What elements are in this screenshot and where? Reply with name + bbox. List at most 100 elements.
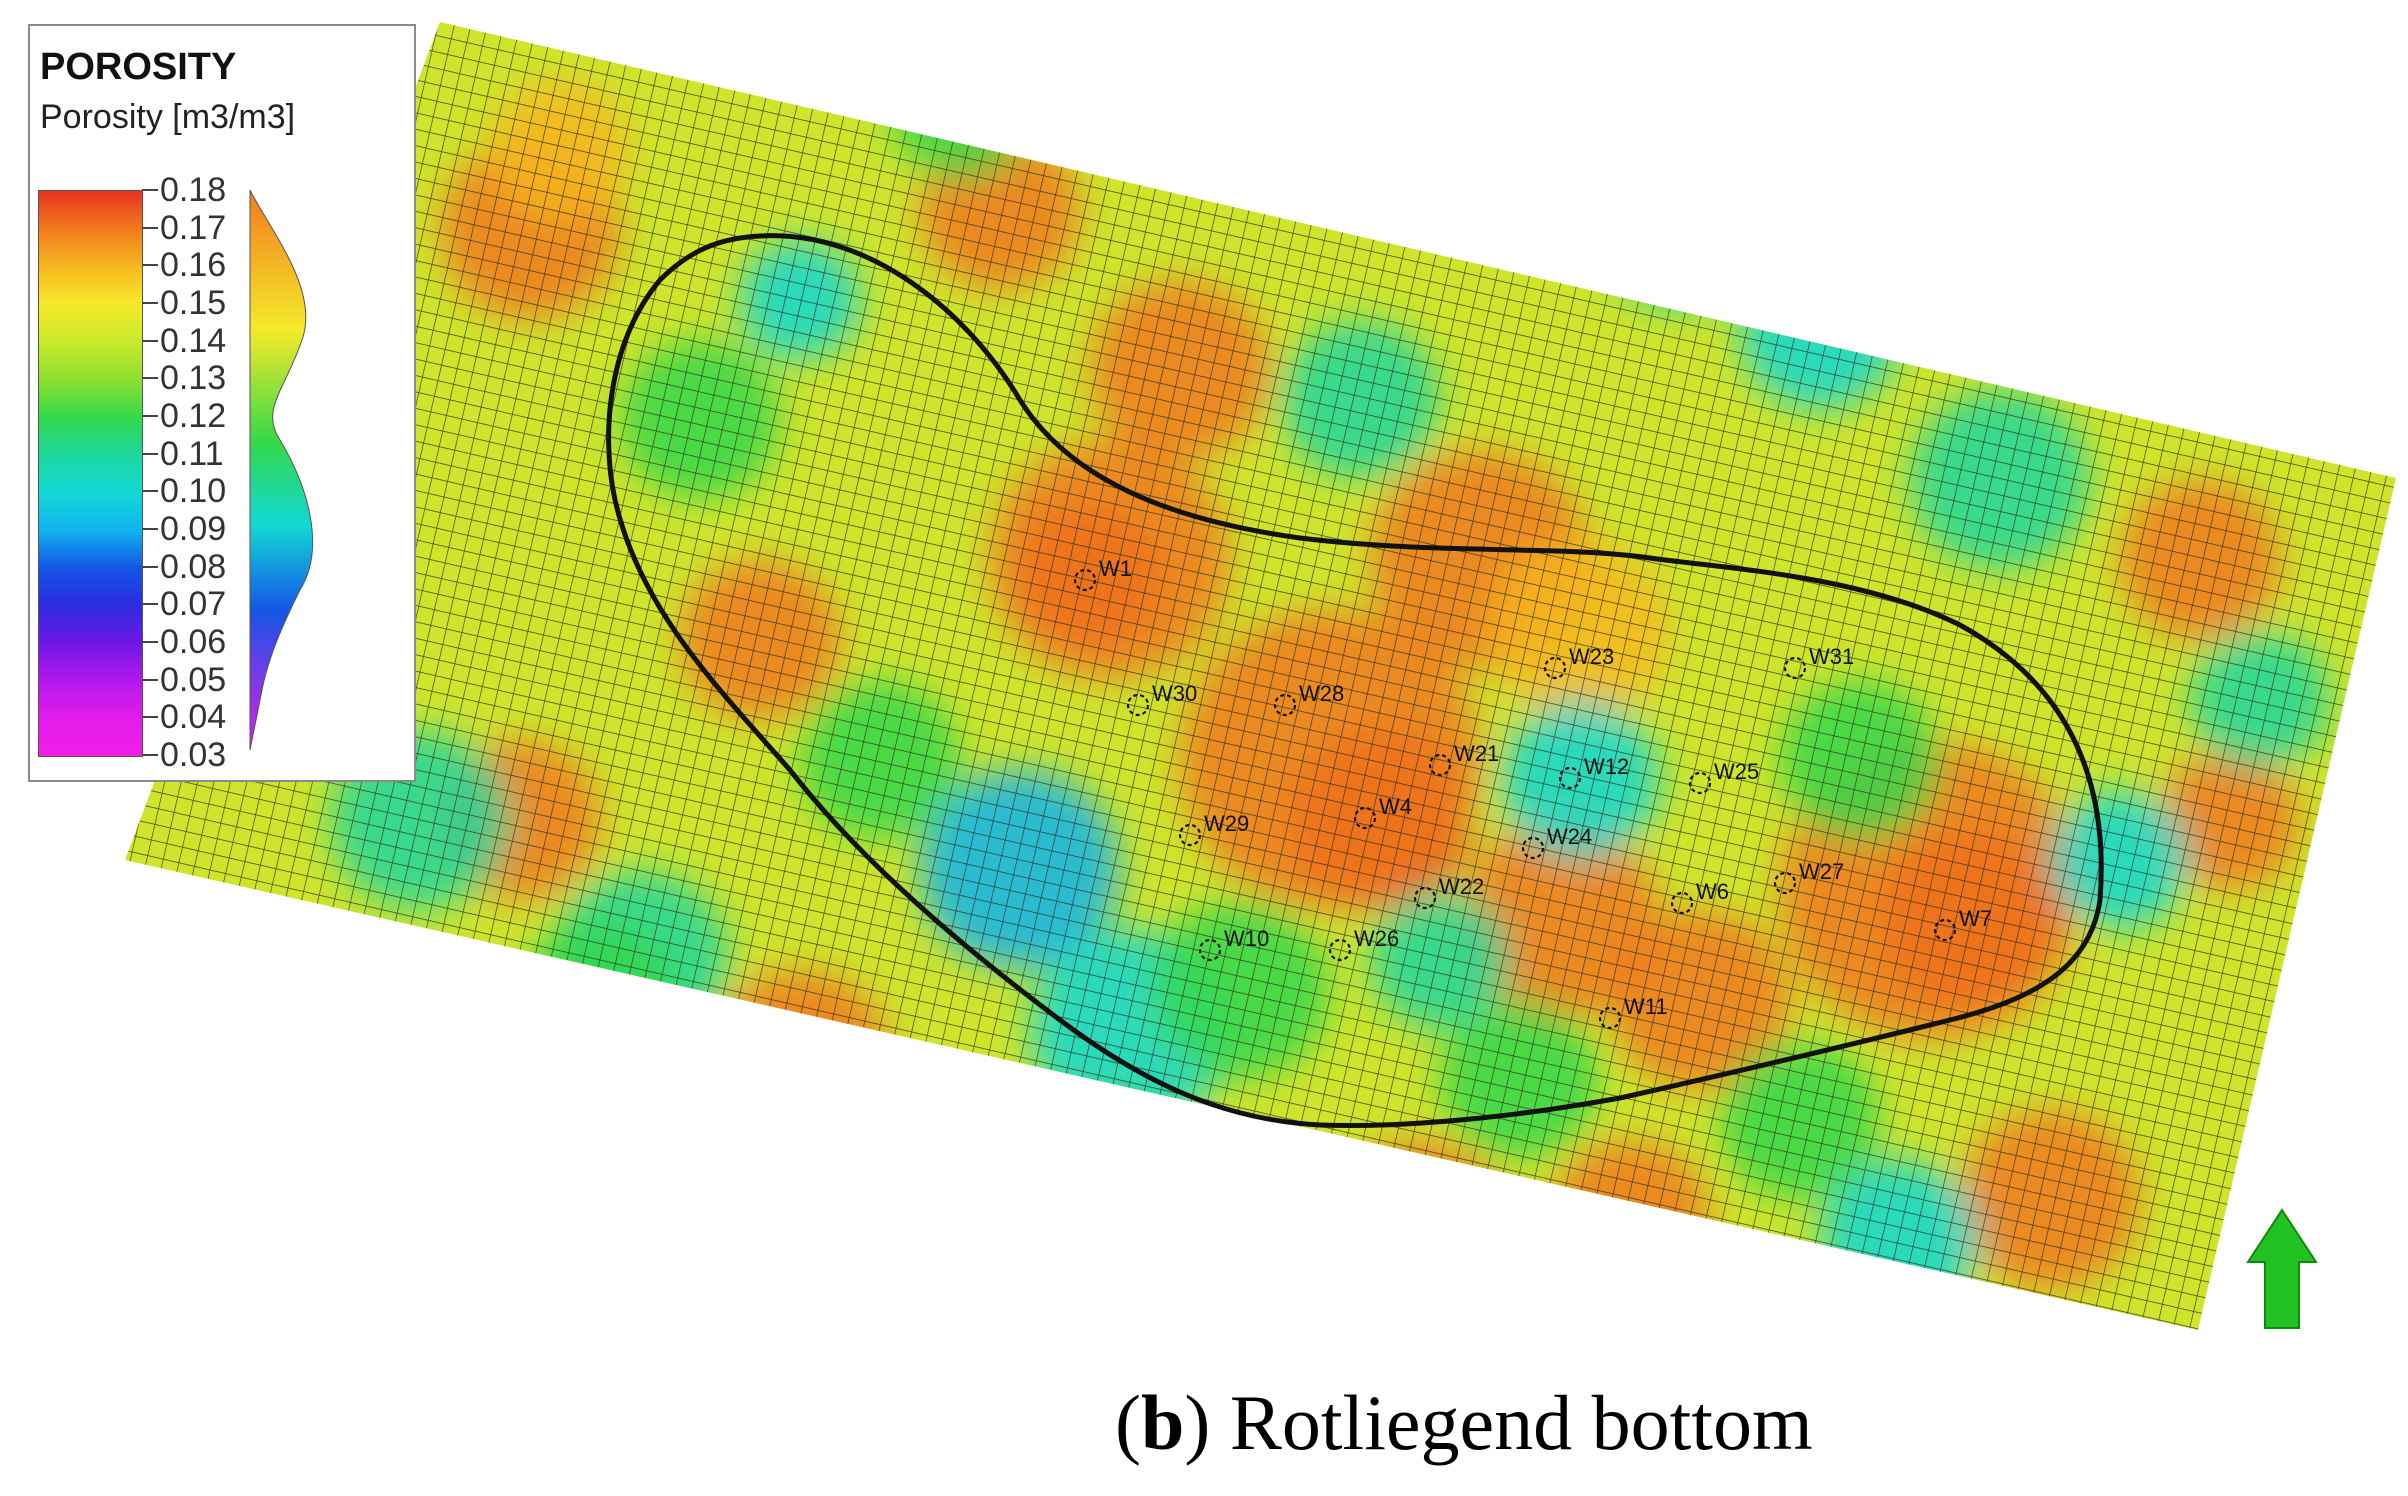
legend-tick-mark <box>142 565 158 568</box>
legend-subtitle: Porosity [m3/m3] <box>40 98 296 136</box>
legend-tick-label: 0.13 <box>160 359 227 398</box>
well-label: W12 <box>1584 754 1629 779</box>
porosity-spot <box>1600 150 1760 310</box>
legend-tick-mark <box>142 264 158 267</box>
legend-tick-label: 0.12 <box>160 397 227 435</box>
legend-tick-label: 0.16 <box>160 246 227 285</box>
well-marker: W28 <box>1273 681 1344 717</box>
legend-tick-label: 0.11 <box>160 434 224 473</box>
legend-tick-mark <box>142 339 158 342</box>
legend-tick-label: 0.06 <box>160 623 227 661</box>
legend-tick-label: 0.15 <box>160 284 227 322</box>
well-marker: W23 <box>1543 644 1614 680</box>
legend-tick-label: 0.09 <box>160 510 227 548</box>
well-label: W27 <box>1799 859 1844 884</box>
legend-tick-mark <box>142 226 158 229</box>
legend-tick-label: 0.03 <box>160 736 227 774</box>
well-marker: W11 <box>1598 994 1668 1030</box>
well-symbol <box>1178 823 1202 847</box>
well-label: W24 <box>1547 824 1592 849</box>
well-symbol <box>1670 891 1694 915</box>
well-marker: W12 <box>1558 754 1629 790</box>
legend-tick-mark <box>142 754 158 756</box>
well-label: W30 <box>1152 681 1197 706</box>
figure-caption: (b) Rotliegend bottom <box>1115 1378 1813 1468</box>
legend-tick-label: 0.17 <box>160 208 227 247</box>
well-symbol <box>1688 771 1712 795</box>
well-label: W22 <box>1439 874 1484 899</box>
well-symbol <box>1783 656 1807 680</box>
porosity-legend: POROSITY Porosity [m3/m3] 0.18 0.17 0.16 0.… <box>28 24 416 782</box>
well-marker: W7 <box>1933 906 1992 942</box>
well-symbol <box>1543 656 1567 680</box>
legend-histogram <box>249 190 314 751</box>
well-symbol <box>1353 806 1377 830</box>
legend-tick-label: 0.08 <box>160 547 227 586</box>
well-marker: W4 <box>1353 794 1412 830</box>
legend-tick-mark <box>142 415 158 417</box>
legend-tick-label: 0.14 <box>160 321 227 360</box>
well-symbol <box>1773 871 1797 895</box>
well-symbol <box>1428 753 1452 777</box>
wells-layer: W1 W30 W28 W23 W31 W21 W12 W25 W4 W29 W24 W22 W6 W27 W… <box>1073 556 1992 1030</box>
reservoir-boundary <box>606 233 2104 1129</box>
caption-text: Rotliegend bottom <box>1210 1379 1813 1466</box>
well-label: W1 <box>1099 556 1132 581</box>
legend-tick-label: 0.05 <box>160 660 227 699</box>
well-marker: W27 <box>1773 859 1844 895</box>
well-symbol <box>1126 693 1150 717</box>
legend-tick-label: 0.18 <box>160 171 227 209</box>
legend-tick-label: 0.04 <box>160 698 227 737</box>
legend-tick-mark <box>142 603 158 606</box>
caption-close-paren: ) <box>1184 1379 1211 1466</box>
well-label: W7 <box>1959 906 1992 931</box>
well-symbol <box>1073 568 1097 592</box>
caption-letter: b <box>1140 1379 1185 1466</box>
legend-tick-mark <box>142 678 158 681</box>
well-symbol <box>1933 918 1957 942</box>
legend-title: POROSITY <box>40 46 237 88</box>
well-label: W4 <box>1379 794 1412 819</box>
well-marker: W26 <box>1328 926 1399 962</box>
well-label: W28 <box>1299 681 1344 706</box>
legend-tick-mark <box>142 377 158 380</box>
well-label: W31 <box>1809 644 1854 669</box>
well-symbol <box>1273 693 1297 717</box>
well-marker: W24 <box>1521 824 1592 860</box>
well-label: W25 <box>1714 759 1759 784</box>
well-marker: W10 <box>1198 926 1269 962</box>
north-arrow <box>2246 1208 2318 1329</box>
legend-tick-mark <box>142 189 158 191</box>
legend-tick-mark <box>142 716 158 719</box>
well-marker: W29 <box>1178 811 1249 847</box>
well-label: W11 <box>1624 994 1668 1019</box>
well-marker: W25 <box>1688 759 1759 795</box>
well-label: W29 <box>1204 811 1249 836</box>
legend-tick-mark <box>142 490 158 493</box>
well-symbol <box>1558 766 1582 790</box>
well-symbol <box>1198 938 1222 962</box>
well-label: W6 <box>1696 879 1729 904</box>
well-marker: W31 <box>1783 644 1854 680</box>
well-label: W23 <box>1569 644 1614 669</box>
legend-tick-label: 0.07 <box>160 585 227 624</box>
well-label: W10 <box>1224 926 1269 951</box>
legend-tick-mark <box>142 452 158 455</box>
well-label: W21 <box>1454 741 1499 766</box>
well-symbol <box>1413 886 1437 910</box>
well-symbol <box>1328 938 1352 962</box>
legend-tick-mark <box>142 641 158 643</box>
legend-tick-mark <box>142 528 158 530</box>
legend-tick-label: 0.10 <box>160 472 227 511</box>
well-symbol <box>1521 836 1545 860</box>
porosity-spot <box>1010 1090 1190 1270</box>
legend-color-bar <box>38 190 143 757</box>
well-marker: W21 <box>1428 741 1499 777</box>
caption-open-paren: ( <box>1115 1379 1141 1466</box>
legend-tick-mark <box>142 302 158 304</box>
well-label: W26 <box>1354 926 1399 951</box>
well-marker: W6 <box>1670 879 1729 915</box>
porosity-spot <box>1180 1200 1340 1330</box>
well-marker: W22 <box>1413 874 1484 910</box>
